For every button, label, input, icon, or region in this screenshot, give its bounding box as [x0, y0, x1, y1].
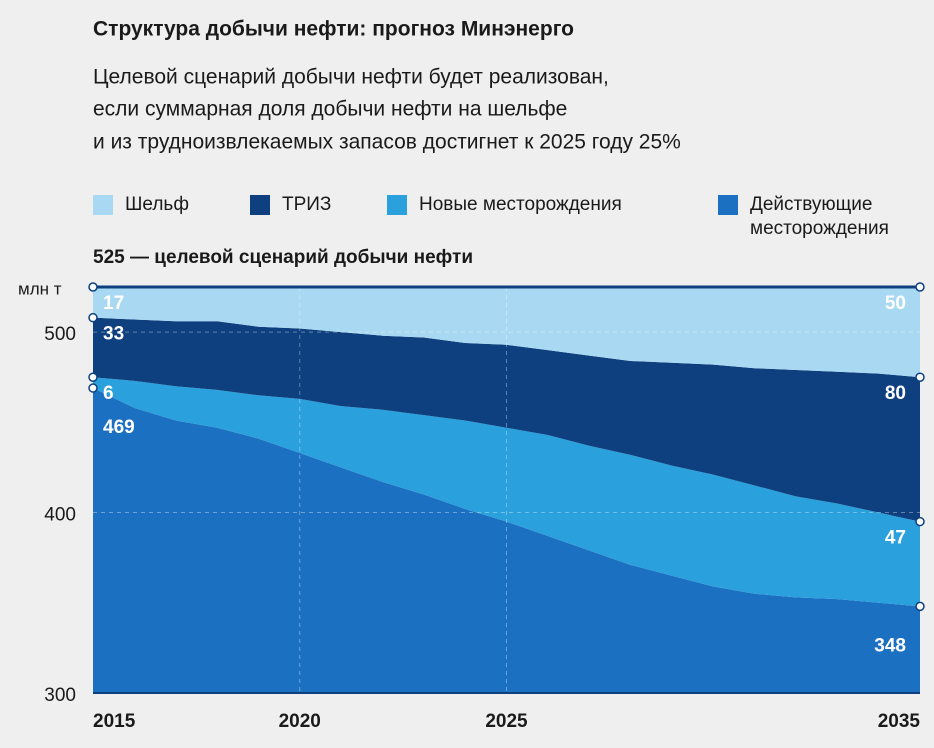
- data-label: 348: [874, 635, 906, 656]
- point-marker: [88, 312, 98, 323]
- y-tick-label: 500: [44, 324, 76, 345]
- point-marker: [915, 372, 925, 382]
- y-axis-label: млн т: [18, 279, 62, 298]
- legend-item: Шельф: [93, 193, 243, 217]
- data-label: 33: [103, 324, 124, 345]
- legend-swatch: [387, 195, 407, 215]
- point-marker: [915, 601, 925, 612]
- area: [93, 287, 920, 378]
- legend-swatch: [93, 195, 113, 215]
- data-label: 17: [103, 293, 124, 314]
- data-label: 47: [885, 528, 906, 549]
- data-label: 80: [885, 383, 906, 404]
- area: [93, 377, 920, 607]
- point-marker: [88, 282, 98, 292]
- legend-label: Шельф: [125, 194, 189, 215]
- legend-swatch: [250, 195, 270, 215]
- data-label: 50: [885, 293, 906, 314]
- point-marker: [88, 383, 98, 393]
- legend-item: Новые месторождения: [387, 193, 707, 217]
- x-tick-label: 2020: [279, 711, 321, 732]
- x-tick-label: 2035: [878, 711, 921, 732]
- x-tick-label: 2015: [93, 711, 136, 732]
- legend-swatch: [718, 195, 738, 215]
- point-marker: [915, 282, 925, 292]
- legend-label: Действующие месторождения: [750, 194, 889, 239]
- chart-title: Структура добычи нефти: прогноз Минэнерг…: [93, 18, 574, 41]
- y-tick-label: 400: [44, 505, 76, 526]
- y-tick-label: 300: [44, 685, 76, 706]
- area: [93, 388, 920, 693]
- legend-label: ТРИЗ: [282, 194, 332, 215]
- legend-item: ТРИЗ: [250, 193, 380, 217]
- data-label: 6: [103, 383, 114, 404]
- annotation: 525 — целевой сценарий добычи нефти: [93, 247, 473, 268]
- point-marker: [915, 516, 925, 527]
- point-marker: [88, 372, 98, 382]
- subtitle: и из трудноизвлекаемых запасов достигнет…: [93, 131, 681, 154]
- subtitle: Целевой сценарий добычи нефти будет реал…: [93, 66, 609, 89]
- legend-item: Действующие месторождения: [718, 193, 918, 241]
- area: [93, 317, 920, 522]
- subtitle: если суммарная доля добычи нефти на шель…: [93, 98, 567, 121]
- legend-label: Новые месторождения: [419, 194, 622, 215]
- data-label: 469: [103, 417, 135, 438]
- x-tick-label: 2025: [485, 711, 528, 732]
